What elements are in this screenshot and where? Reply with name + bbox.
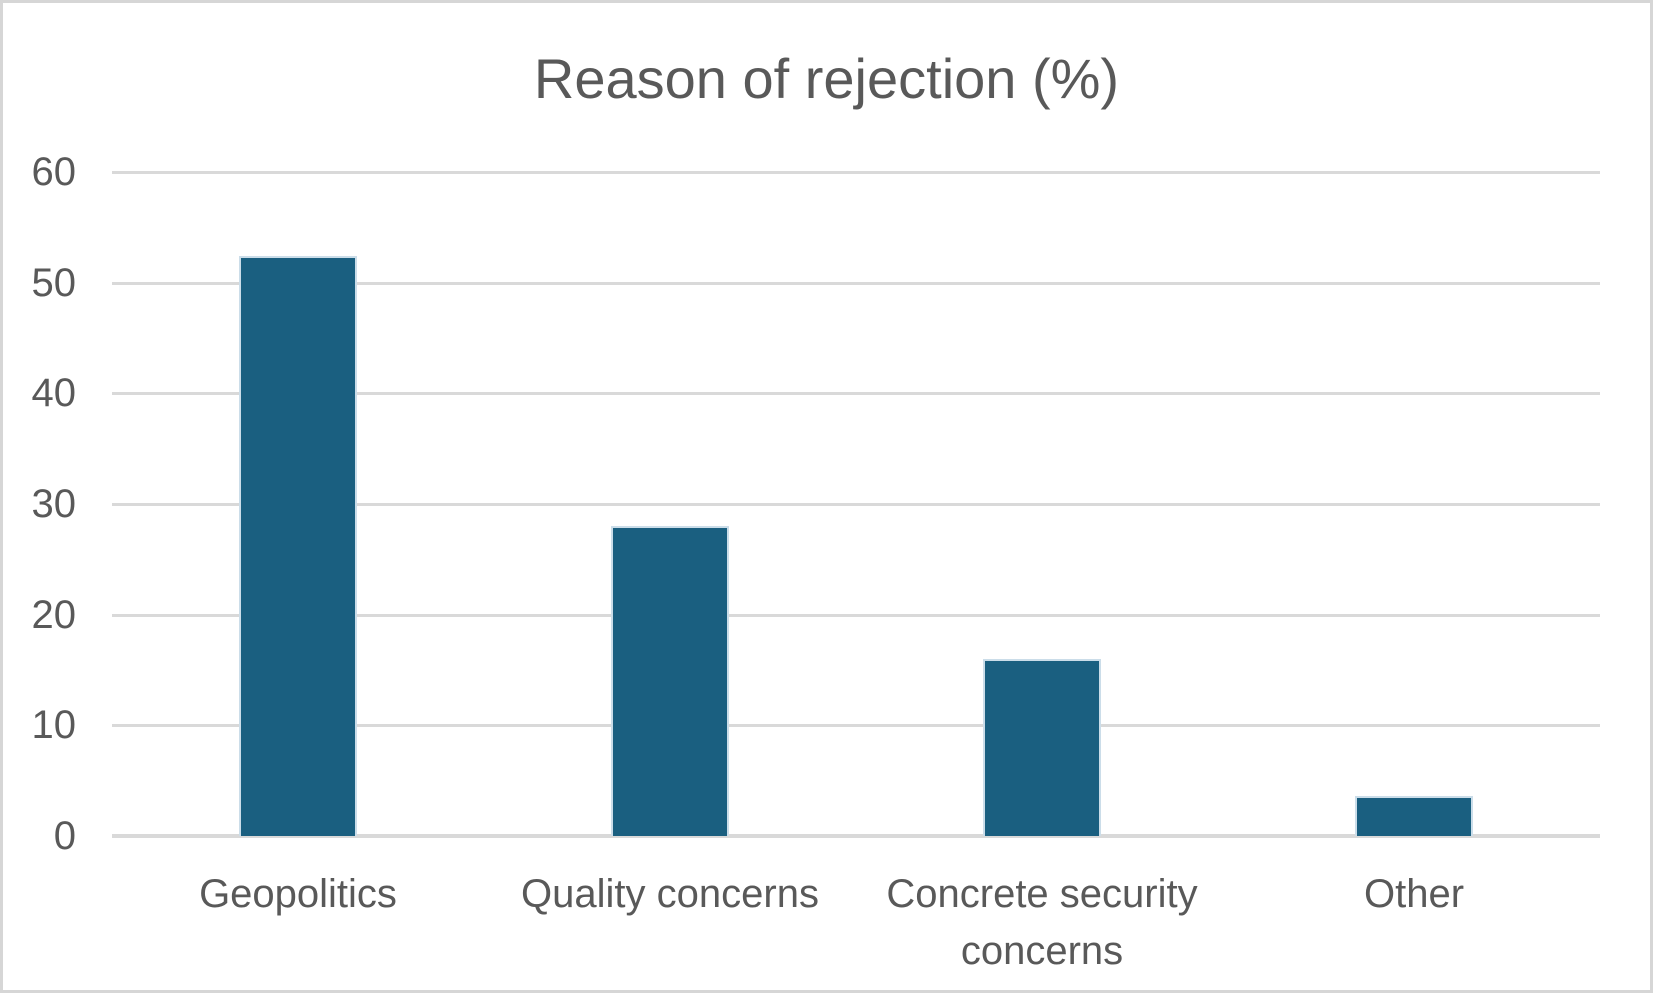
bar-geopolitics [239, 256, 357, 836]
y-tick-label-40: 40 [31, 371, 77, 416]
y-tick-label-50: 50 [31, 260, 77, 305]
y-tick-label-60: 60 [31, 150, 77, 194]
x-category-label-quality-concerns: Quality concerns [521, 872, 819, 916]
gridline-30 [112, 503, 1600, 506]
bar-other [1355, 796, 1473, 836]
x-category-label-geopolitics: Geopolitics [199, 872, 397, 916]
y-tick-label-20: 20 [31, 592, 77, 637]
plot-area [112, 171, 1600, 838]
x-category-label-other: Other [1363, 872, 1465, 916]
gridline-20 [112, 613, 1600, 617]
gridline-40 [112, 392, 1600, 396]
bar-quality-concerns [611, 526, 729, 836]
y-tick-label-0: 0 [53, 814, 76, 858]
gridline-50 [112, 281, 1600, 285]
chart-title: Reason of rejection (%) [533, 47, 1120, 110]
y-tick-label-10: 10 [31, 703, 77, 748]
x-category-label-concrete-security-concerns: Concrete security concerns [886, 872, 1198, 973]
gridline-10 [112, 724, 1600, 728]
x-axis-line [112, 834, 1600, 838]
gridline-60 [112, 171, 1600, 174]
y-tick-label-30: 30 [31, 482, 77, 526]
bar-concrete-security-concerns [983, 658, 1101, 836]
